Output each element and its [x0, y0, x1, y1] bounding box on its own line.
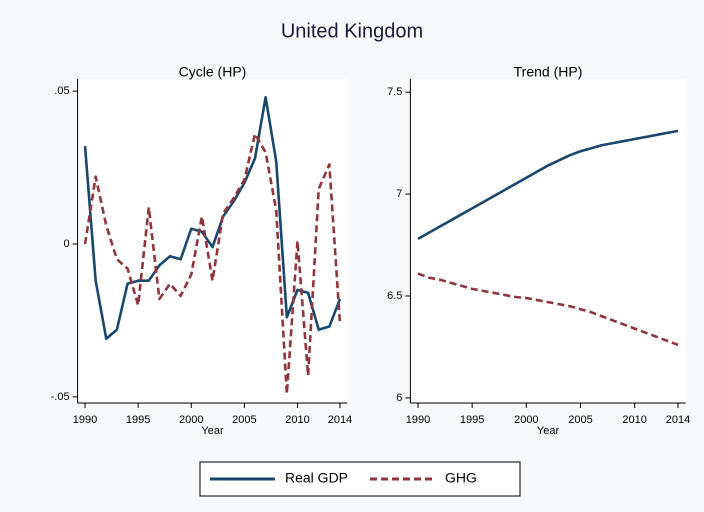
x-tick-label: 2005 — [568, 414, 592, 426]
panel-title: Trend (HP) — [514, 64, 583, 80]
series-line — [83, 132, 342, 396]
plot-area — [77, 79, 348, 403]
x-tick-label: 2014 — [328, 414, 352, 426]
panel-title: Cycle (HP) — [179, 64, 247, 80]
x-axis-title: Year — [201, 425, 224, 437]
series-line — [417, 129, 679, 241]
x-tick-label: 2000 — [179, 414, 203, 426]
x-tick-label: 1990 — [73, 414, 97, 426]
x-tick-label: 2005 — [232, 414, 256, 426]
y-tick-label: -.05 — [51, 391, 70, 403]
series-line — [417, 272, 679, 347]
x-tick-label: 2000 — [514, 414, 538, 426]
y-tick-label: 7.5 — [387, 86, 402, 98]
x-tick-label: 2010 — [622, 414, 646, 426]
y-tick-label: 6 — [396, 392, 402, 404]
x-tick-label: 2010 — [285, 414, 309, 426]
y-tick-label: 7 — [396, 188, 402, 200]
legend-label: Real GDP — [285, 470, 348, 486]
chart-title: United Kingdom — [281, 20, 423, 42]
legend-label: GHG — [445, 470, 477, 486]
x-tick-label: 1995 — [126, 414, 150, 426]
x-tick-label: 1990 — [406, 414, 430, 426]
x-tick-label: 2014 — [666, 414, 690, 426]
x-tick-label: 1995 — [460, 414, 484, 426]
y-tick-label: .05 — [54, 85, 69, 97]
plot-area — [410, 79, 686, 403]
series-line — [83, 95, 342, 341]
x-axis-title: Year — [537, 425, 560, 437]
y-tick-label: 0 — [63, 238, 69, 250]
y-tick-label: 6.5 — [387, 290, 402, 302]
